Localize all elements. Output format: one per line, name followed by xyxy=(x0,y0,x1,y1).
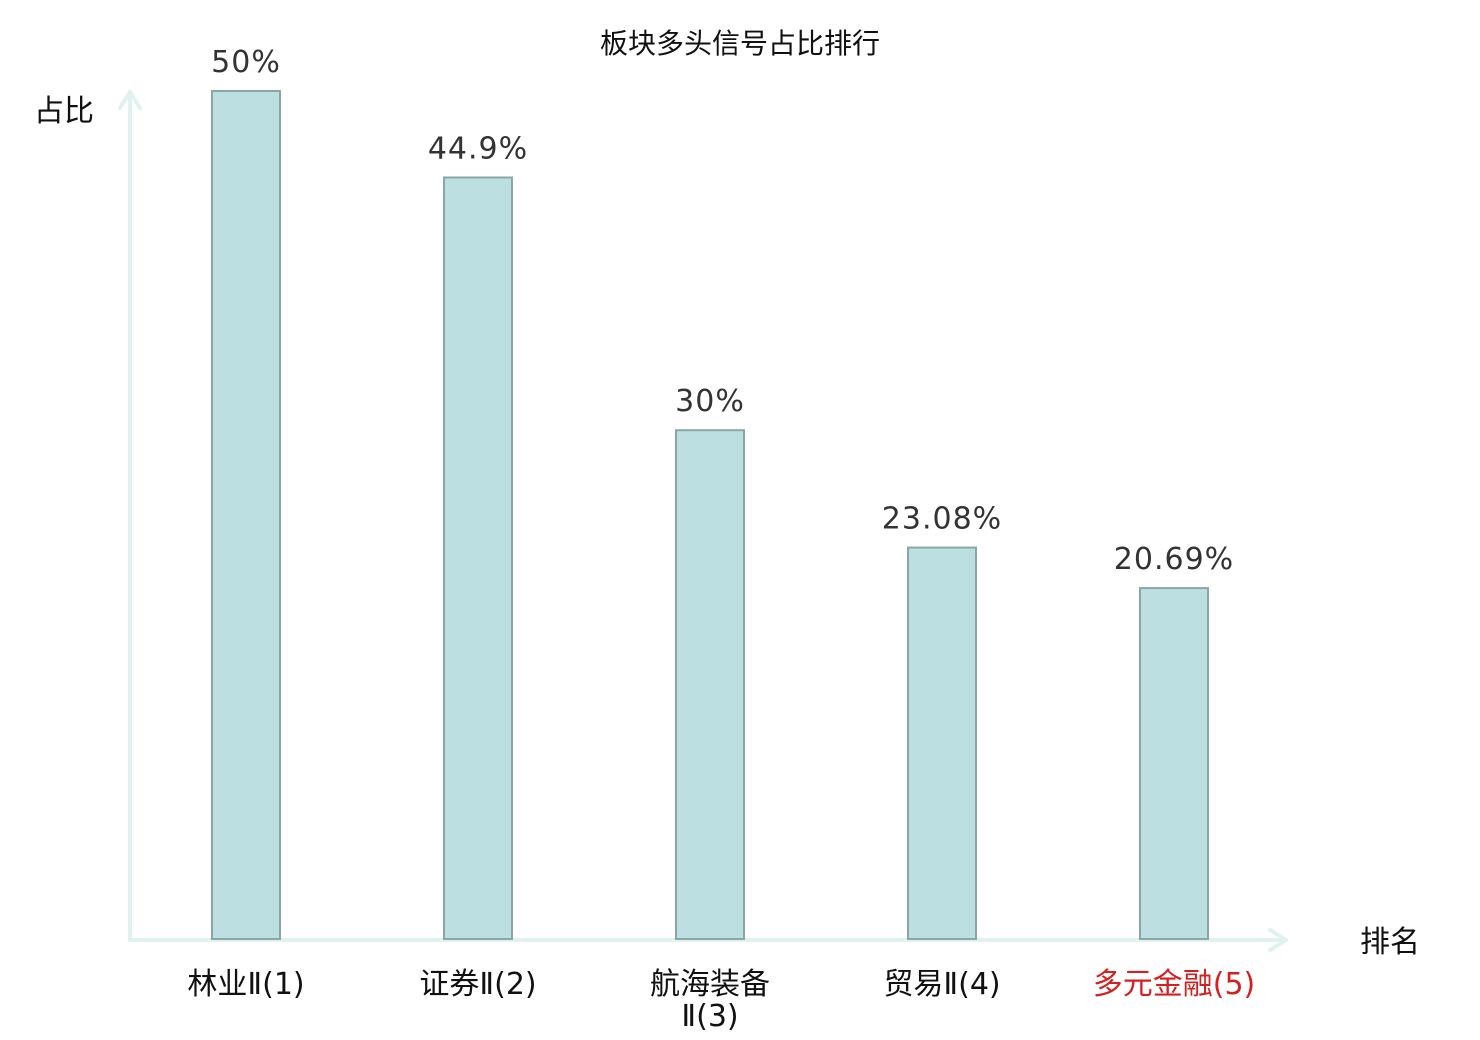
value-label-5: 20.69% xyxy=(1114,542,1234,577)
bar-3 xyxy=(675,429,745,940)
value-label-1: 50% xyxy=(211,45,281,80)
value-labels: 50% 44.9% 30% 23.08% 20.69% xyxy=(211,45,1234,577)
bar-series xyxy=(211,90,1209,941)
bar-4 xyxy=(907,546,977,940)
bar-2 xyxy=(443,176,513,941)
x-tick-label-1: 林业Ⅱ(1) xyxy=(187,967,304,1002)
y-axis-title: 占比 xyxy=(34,94,94,129)
chart-title: 板块多头信号占比排行 xyxy=(600,27,880,60)
x-axis-arrowhead xyxy=(1268,928,1288,952)
x-tick-label-2: 证券Ⅱ(2) xyxy=(419,967,536,1002)
x-tick-label-3: 航海装备 Ⅱ(3) xyxy=(650,967,770,1034)
x-axis-title: 排名 xyxy=(1360,925,1420,960)
bar-5 xyxy=(1139,587,1209,940)
x-tick-label-4: 贸易Ⅱ(4) xyxy=(883,967,1000,1002)
value-label-2: 44.9% xyxy=(428,131,528,166)
y-axis-arrowhead xyxy=(118,90,142,110)
value-label-4: 23.08% xyxy=(882,502,1002,537)
bar-1 xyxy=(211,90,281,940)
x-tick-label-5: 多元金融(5) xyxy=(1093,967,1256,1002)
value-label-3: 30% xyxy=(675,384,745,419)
x-tick-labels: 林业Ⅱ(1) 证券Ⅱ(2) 航海装备 Ⅱ(3) 贸易Ⅱ(4) 多元金融(5) xyxy=(187,967,1255,1034)
axes xyxy=(118,90,1288,952)
